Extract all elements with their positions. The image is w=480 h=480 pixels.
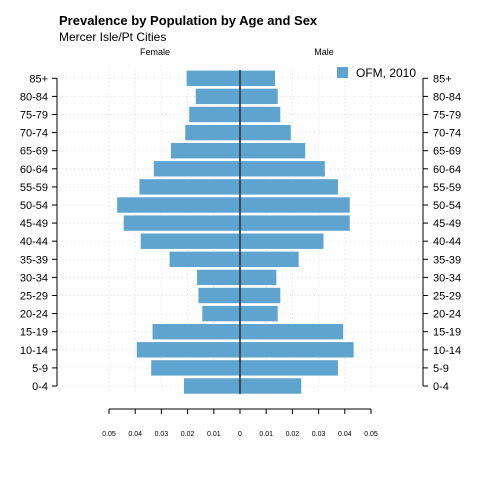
left-age-label: 45-49: [20, 218, 48, 230]
female-header: Female: [140, 47, 170, 57]
left-age-label: 70-74: [20, 128, 48, 140]
bar-male: [239, 178, 339, 196]
x-tick-label: 0.04: [128, 431, 142, 438]
bar-male: [239, 196, 351, 214]
right-age-label: 20-24: [433, 309, 461, 321]
x-tick-label: 0.03: [155, 431, 169, 438]
right-age-label: 40-44: [433, 236, 461, 248]
right-age-label: 25-29: [433, 291, 461, 303]
bar-male: [239, 160, 326, 178]
bar-male: [239, 88, 279, 105]
left-age-label: 55-59: [20, 182, 48, 194]
x-tick-label: 0.02: [181, 431, 195, 438]
right-age-label: 65-69: [433, 146, 461, 158]
left-age-label: 60-64: [20, 164, 48, 176]
bar-layer: [116, 70, 355, 395]
bar-female: [183, 377, 241, 395]
x-tick-label: 0.05: [364, 431, 378, 438]
bar-female: [150, 359, 241, 377]
right-age-label: 45-49: [433, 218, 461, 230]
chart-title: Prevalence by Population by Age and Sex: [59, 13, 318, 28]
bar-female: [151, 323, 241, 341]
x-tick-label: 0.01: [207, 431, 221, 438]
right-age-label: 75-79: [433, 110, 461, 122]
x-tick-label: 0.05: [102, 431, 116, 438]
male-header: Male: [314, 47, 334, 57]
x-tick-label: 0.02: [286, 431, 300, 438]
right-age-label: 50-54: [433, 200, 461, 212]
bar-female: [138, 178, 241, 196]
legend-label: OFM, 2010: [356, 66, 416, 80]
bar-male: [239, 359, 339, 377]
bar-female: [168, 251, 241, 268]
bar-male: [239, 214, 351, 232]
bar-male: [239, 142, 306, 159]
bar-male: [239, 269, 277, 286]
left-age-label: 15-19: [20, 327, 48, 339]
right-age-label: 10-14: [433, 345, 461, 357]
axis-layer: 0-4 5-9 10-14 15-19 20-24 25-29 30-34 35-39 40-4…: [20, 70, 461, 438]
right-age-label: 0-4: [433, 381, 449, 393]
bar-male: [239, 323, 344, 341]
bar-male: [239, 377, 302, 395]
right-age-label: 35-39: [433, 254, 461, 266]
bar-male: [239, 124, 292, 141]
bar-male: [239, 70, 276, 87]
legend: OFM, 2010: [337, 66, 416, 80]
bar-female: [140, 232, 241, 250]
bar-male: [239, 251, 300, 268]
left-age-label: 50-54: [20, 200, 48, 212]
bar-female: [195, 88, 241, 105]
x-tick-label: 0.04: [338, 431, 352, 438]
left-age-label: 20-24: [20, 309, 48, 321]
x-tick-label: 0.03: [312, 431, 326, 438]
left-age-label: 85+: [29, 73, 48, 85]
bar-female: [201, 305, 241, 322]
bar-male: [239, 106, 281, 123]
bar-male: [239, 305, 279, 322]
right-age-label: 85+: [433, 73, 452, 85]
left-age-label: 75-79: [20, 110, 48, 122]
chart-subtitle: Mercer Isle/Pt Cities: [59, 30, 167, 44]
right-age-label: 30-34: [433, 272, 461, 284]
right-age-label: 60-64: [433, 164, 461, 176]
right-age-label: 55-59: [433, 182, 461, 194]
bar-male: [239, 232, 325, 250]
x-tick-label: 0: [238, 431, 242, 438]
x-tick-label: 0.01: [259, 431, 273, 438]
left-age-label: 5-9: [32, 363, 48, 375]
bar-female: [185, 70, 241, 87]
left-age-label: 65-69: [20, 146, 48, 158]
bar-female: [184, 124, 241, 141]
bar-female: [196, 269, 241, 286]
right-age-label: 80-84: [433, 91, 461, 103]
bar-female: [197, 287, 241, 304]
right-age-label: 15-19: [433, 327, 461, 339]
left-age-label: 25-29: [20, 291, 48, 303]
left-age-label: 0-4: [32, 381, 48, 393]
bar-female: [116, 196, 241, 214]
bar-female: [170, 142, 241, 159]
left-age-label: 35-39: [20, 254, 48, 266]
bar-male: [239, 287, 281, 304]
left-age-label: 40-44: [20, 236, 48, 248]
bar-female: [123, 214, 241, 232]
bar-female: [136, 341, 241, 359]
bar-male: [239, 341, 355, 359]
bar-female: [153, 160, 241, 178]
legend-swatch: [337, 67, 348, 78]
left-age-label: 30-34: [20, 272, 48, 284]
right-age-label: 70-74: [433, 128, 461, 140]
right-age-label: 5-9: [433, 363, 449, 375]
left-age-label: 80-84: [20, 91, 48, 103]
bar-female: [188, 106, 241, 123]
left-age-label: 10-14: [20, 345, 48, 357]
